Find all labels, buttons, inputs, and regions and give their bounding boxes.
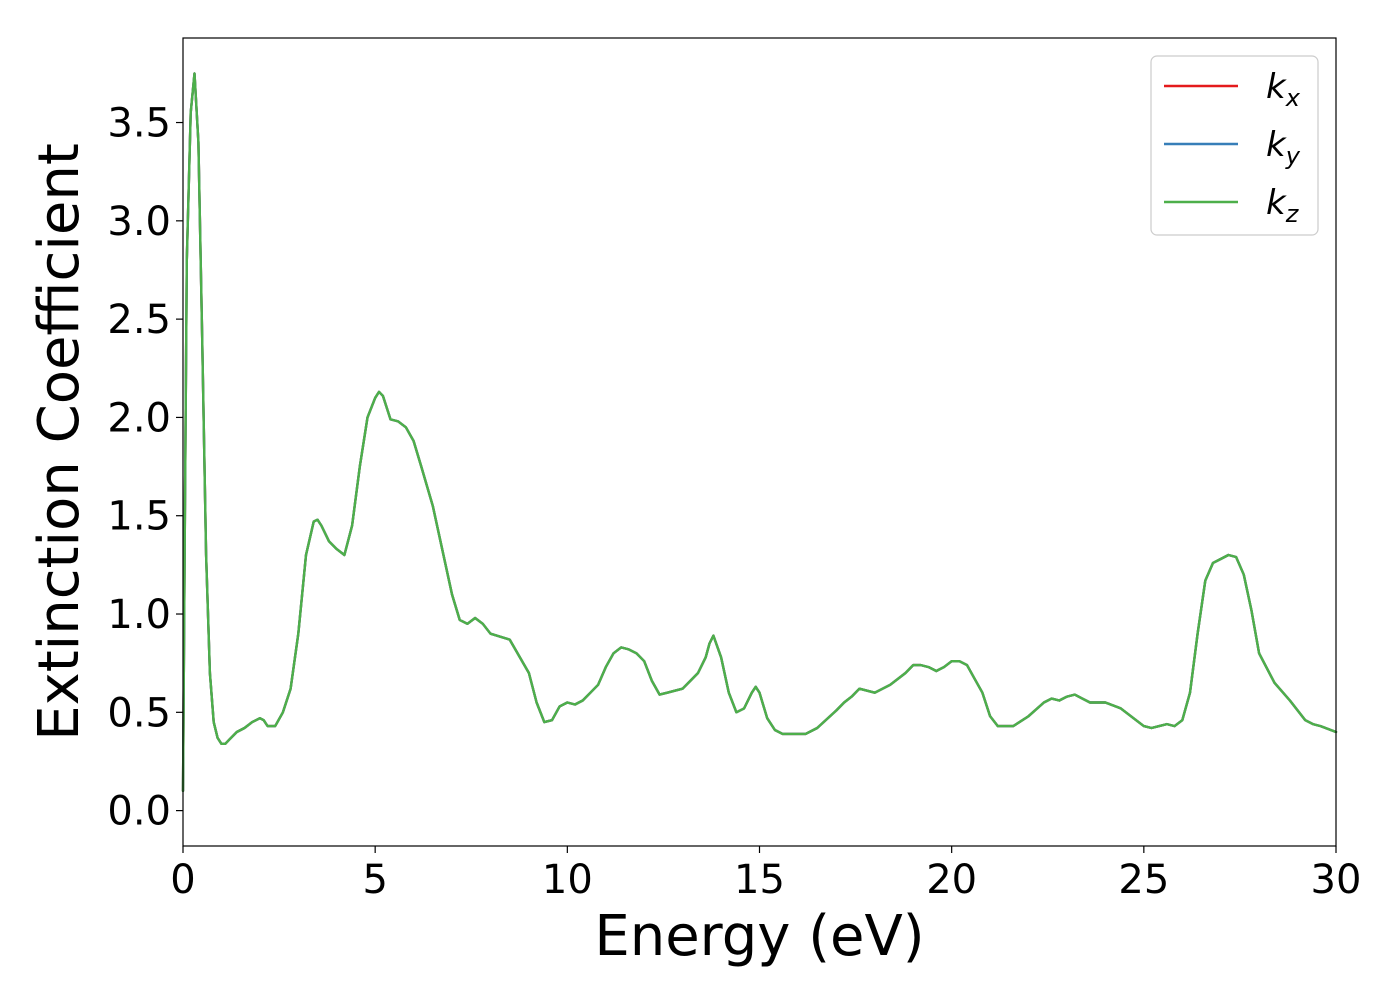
y-tick-label: 0.0	[107, 789, 171, 835]
y-tick-label: 3.0	[107, 199, 171, 245]
x-tick-label: 0	[170, 857, 195, 903]
y-tick-label: 3.5	[107, 101, 171, 147]
x-tick-label: 25	[1118, 857, 1169, 903]
x-tick-label: 15	[734, 857, 785, 903]
y-axis: 0.0 0.5 1.0 1.5 2.0 2.5 3.0 3.5	[107, 101, 183, 835]
x-tick-label: 30	[1311, 857, 1362, 903]
series-layer	[181, 72, 1338, 793]
y-tick-label: 1.0	[107, 592, 171, 638]
y-tick-label: 1.5	[107, 494, 171, 540]
y-tick-label: 2.0	[107, 395, 171, 441]
y-tick-label: 2.5	[107, 297, 171, 343]
x-tick-label: 20	[926, 857, 977, 903]
legend-box	[1150, 55, 1319, 236]
x-axis-label: Energy (eV)	[594, 904, 924, 969]
legend-label: kx	[1266, 67, 1301, 112]
series-line-kz	[181, 72, 1338, 793]
legend-label: kz	[1266, 183, 1300, 228]
legend-label: ky	[1266, 125, 1301, 170]
y-axis-label: Extinction Coefficient	[27, 143, 92, 741]
legend: kx ky kz	[1150, 55, 1319, 236]
y-tick-label: 0.5	[107, 690, 171, 736]
x-axis: 0 5 10 15 20 25 30	[170, 846, 1361, 903]
x-tick-label: 5	[362, 857, 387, 903]
x-tick-label: 10	[542, 857, 593, 903]
